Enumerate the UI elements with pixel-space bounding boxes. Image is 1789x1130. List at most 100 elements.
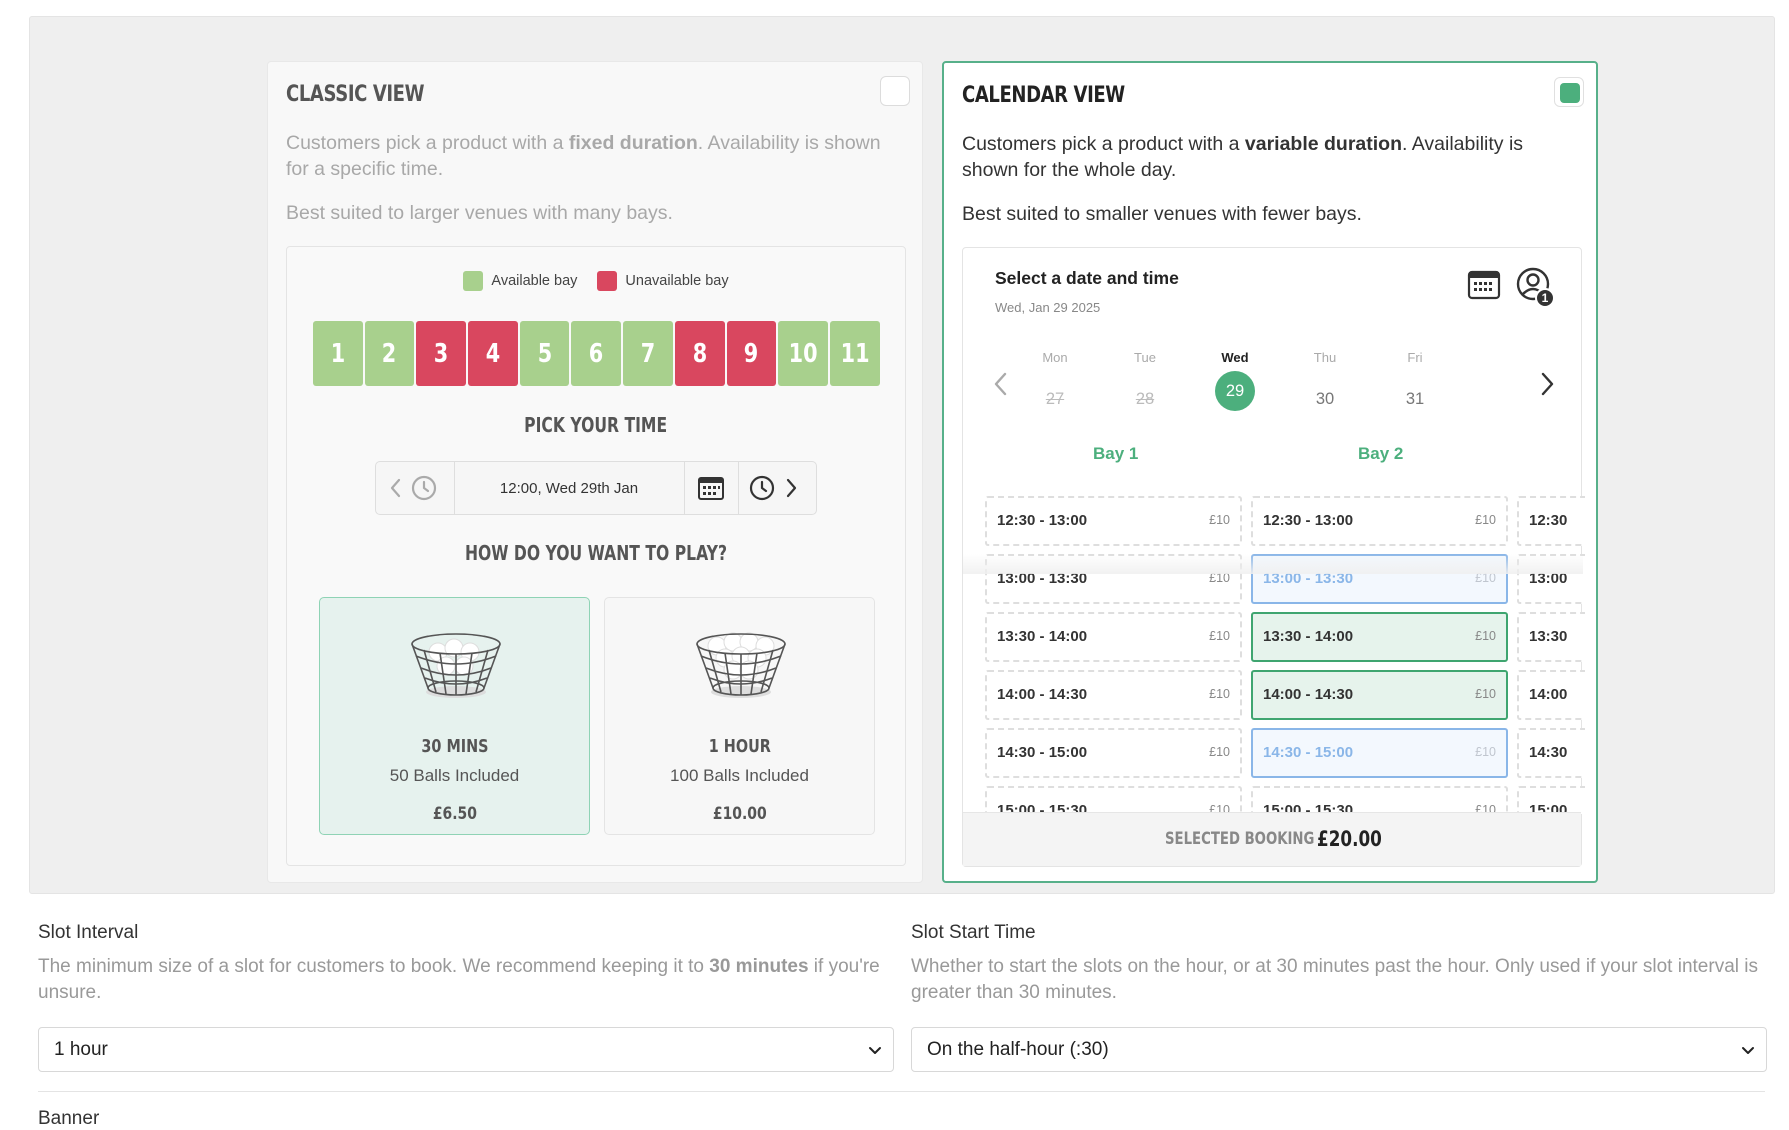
slot-start-label: Slot Start Time — [911, 922, 1036, 943]
time-slot[interactable]: 14:30 — [1517, 728, 1585, 778]
classic-view-checkbox[interactable] — [880, 76, 910, 106]
bay-2[interactable]: 2 — [364, 321, 415, 386]
calendar-view-description: Customers pick a product with a variable… — [962, 131, 1562, 183]
classic-view-title: CLASSIC VIEW — [286, 82, 425, 107]
banner-label: Banner — [38, 1108, 100, 1129]
slot-time: 14:00 — [1529, 686, 1568, 703]
chevron-left-clock-icon — [390, 475, 437, 501]
select-date-title: Select a date and time — [995, 268, 1179, 288]
time-slot[interactable]: 14:30 - 15:00 £10 — [1251, 728, 1508, 778]
bay-legend: Available bay Unavailable bay — [287, 271, 905, 291]
slot-time: 13:00 — [1529, 570, 1568, 587]
bay-grid: 1 2 3 4 5 6 7 8 9 10 11 — [313, 321, 880, 386]
bay-11[interactable]: 11 — [829, 321, 880, 386]
prev-time-button[interactable] — [382, 462, 446, 514]
time-slot[interactable]: 12:30 - 13:00 £10 — [985, 496, 1242, 546]
bay-10[interactable]: 10 — [778, 321, 828, 386]
chevron-down-icon — [1742, 1047, 1754, 1054]
desc-text: Customers pick a product with a — [286, 132, 569, 154]
bay-7[interactable]: 7 — [623, 321, 673, 386]
user-count-badge: 1 — [1535, 288, 1555, 308]
product-name: 30 MINS — [420, 736, 489, 757]
chevron-right-icon[interactable] — [1537, 370, 1557, 398]
day-name: Thu — [1313, 350, 1337, 365]
slot-interval-select[interactable]: 1 hour — [38, 1027, 894, 1072]
slot-time: 13:30 - 14:00 — [997, 628, 1088, 645]
selected-booking-label: SELECTED BOOKING — [1165, 829, 1315, 849]
bay-number: 3 — [433, 338, 449, 369]
product-price: £10.00 — [712, 804, 767, 824]
bay-number: 2 — [382, 338, 397, 369]
bay-number: 4 — [485, 338, 501, 369]
bay-5[interactable]: 5 — [519, 321, 570, 386]
slot-price: £10 — [1475, 513, 1496, 527]
slot-time: 15:00 — [1529, 802, 1568, 814]
pick-time-heading: PICK YOUR TIME — [524, 413, 668, 437]
selected-date-text: Wed, Jan 29 2025 — [995, 300, 1101, 315]
day-name: Fri — [1407, 350, 1423, 365]
day-name: Mon — [1042, 350, 1068, 365]
time-slot[interactable]: 15:00 — [1517, 786, 1585, 814]
time-slot[interactable]: 14:00 — [1517, 670, 1585, 720]
time-slot[interactable]: 12:30 - 13:00 £10 — [1251, 496, 1508, 546]
bay-8: 8 — [674, 321, 725, 386]
time-slot[interactable]: 15:00 - 15:30 £10 — [1251, 786, 1508, 814]
classic-view-suitability: Best suited to larger venues with many b… — [286, 202, 673, 224]
product-price: £6.50 — [432, 804, 477, 824]
slot-time: 14:00 - 14:30 — [997, 686, 1088, 703]
day-wed[interactable]: Wed 29 — [1205, 350, 1265, 411]
bay-6[interactable]: 6 — [571, 321, 622, 386]
slot-time: 15:00 - 15:30 — [1263, 802, 1354, 814]
day-number: 31 — [1405, 390, 1425, 408]
view-picker-area: CLASSIC VIEW Customers pick a product wi… — [29, 16, 1775, 894]
calendar-preview: Select a date and time Wed, Jan 29 2025 … — [962, 247, 1585, 867]
next-time-button[interactable] — [738, 462, 812, 514]
calendar-view-card[interactable]: CALENDAR VIEW Customers pick a product w… — [942, 61, 1598, 883]
time-slot[interactable]: 14:30 - 15:00 £10 — [985, 728, 1242, 778]
chevron-left-icon[interactable] — [991, 370, 1011, 398]
ball-basket-icon — [411, 633, 501, 698]
slot-price: £10 — [1209, 803, 1230, 814]
bay-number: 6 — [589, 338, 604, 369]
clock-chevron-right-icon — [749, 475, 797, 501]
bay-number: 7 — [640, 338, 656, 369]
day-fri[interactable]: Fri 31 — [1385, 350, 1445, 419]
product-card-30-mins[interactable]: 30 MINS 50 Balls Included £6.50 — [319, 597, 590, 835]
bay-1[interactable]: 1 — [313, 321, 363, 386]
time-value: 12:00, Wed 29th Jan — [499, 479, 639, 497]
time-slot[interactable]: 13:30 - 14:00 £10 — [985, 612, 1242, 662]
time-slot[interactable]: 12:30 — [1517, 496, 1585, 546]
product-subtitle: 50 Balls Included — [389, 766, 520, 785]
slot-price: £10 — [1475, 687, 1496, 701]
time-display[interactable]: 12:00, Wed 29th Jan — [454, 462, 684, 514]
legend-unavailable: Unavailable bay — [597, 271, 729, 291]
slot-start-help: Whether to start the slots on the hour, … — [911, 956, 1758, 1003]
available-swatch — [463, 271, 484, 291]
time-slot[interactable]: 14:00 - 14:30 £10 — [985, 670, 1242, 720]
calendar-view-checkbox[interactable] — [1554, 77, 1584, 107]
calendar-icon[interactable] — [1467, 268, 1501, 300]
slot-start-select[interactable]: On the half-hour (:30) — [911, 1027, 1767, 1072]
product-card-1-hour[interactable]: 1 HOUR 100 Balls Included £10.00 — [604, 597, 875, 835]
day-thu[interactable]: Thu 30 — [1295, 350, 1355, 419]
bay-3: 3 — [416, 321, 467, 386]
time-slot[interactable]: 13:30 — [1517, 612, 1585, 662]
time-slot[interactable]: 15:00 - 15:30 £10 — [985, 786, 1242, 814]
product-subtitle: 100 Balls Included — [670, 766, 809, 785]
slot-price: £10 — [1209, 745, 1230, 759]
time-slot[interactable]: 14:00 - 14:30 £10 — [1251, 670, 1508, 720]
legend-available: Available bay — [463, 271, 577, 291]
product-name: 1 HOUR — [708, 736, 771, 757]
date-picker-button[interactable] — [684, 462, 738, 514]
bay-1-label: Bay 1 — [1093, 444, 1139, 463]
classic-view-card[interactable]: CLASSIC VIEW Customers pick a product wi… — [267, 61, 923, 883]
time-picker: 12:00, Wed 29th Jan — [375, 461, 817, 515]
slot-time: 13:00 - 13:30 — [997, 570, 1088, 587]
day-number: 28 — [1135, 390, 1155, 408]
time-slot[interactable]: 13:30 - 14:00 £10 — [1251, 612, 1508, 662]
slot-time: 13:30 — [1529, 628, 1568, 645]
bay-4: 4 — [468, 321, 518, 386]
day-name: Wed — [1221, 350, 1249, 365]
day-number: 27 — [1045, 390, 1065, 408]
